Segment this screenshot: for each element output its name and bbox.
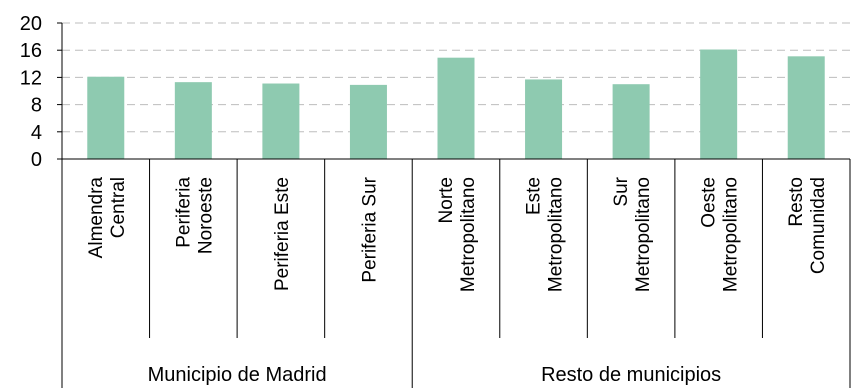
bars [87,49,825,159]
y-tick-label: 0 [31,149,42,171]
category-label-line: Metropolitano [546,177,567,292]
y-tick-label: 4 [31,122,42,144]
category-label-line: Noroeste [195,177,216,254]
category-label-line: Periferia Este [272,177,293,291]
y-tick-label: 12 [20,67,42,89]
category-label-line: Este [524,177,545,215]
y-tick-label: 8 [31,95,42,117]
category-label: PeriferiaNoroeste [173,177,216,255]
category-label: Periferia Este [272,177,293,291]
bar [612,84,650,159]
category-label: SurMetropolitano [611,176,654,292]
category-label: AlmendraCentral [86,177,129,259]
y-tick-label: 20 [20,13,42,35]
y-tick-labels: 0 4 8 12 16 20 [20,13,42,171]
category-labels: AlmendraCentral PeriferiaNoroeste Periferi… [86,176,829,292]
category-label-line: Resto [786,177,807,227]
category-label-line: Comunidad [808,177,829,274]
bar [787,56,825,159]
category-label: NorteMetropolitano [436,177,479,292]
axes [57,22,851,388]
category-label-line: Periferia Sur [359,176,380,282]
category-label: OesteMetropolitano [699,177,742,292]
group-label: Municipio de Madrid [148,364,327,386]
bar [437,57,475,159]
category-label-line: Oeste [699,177,720,228]
category-label-line: Norte [436,177,457,223]
category-label-line: Almendra [86,177,107,259]
category-label: RestoComunidad [786,177,829,274]
category-label-line: Periferia [173,177,194,248]
category-label-line: Sur [611,176,632,206]
group-labels: Municipio de Madrid Resto de municipios [148,364,722,386]
bar [87,76,125,159]
bar [700,49,738,159]
bar [262,83,300,159]
category-label-line: Metropolitano [458,177,479,292]
category-label-line: Central [108,177,129,238]
bar [525,79,563,159]
bar [174,82,212,159]
group-label: Resto de municipios [541,364,721,386]
category-label: Periferia Sur [359,176,380,282]
y-tick-label: 16 [20,40,42,62]
category-label: EsteMetropolitano [524,177,567,292]
bar [349,84,387,159]
category-label-line: Metropolitano [721,177,742,292]
category-label-line: Metropolitano [633,177,654,292]
